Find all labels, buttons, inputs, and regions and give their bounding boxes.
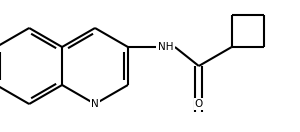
- Text: N: N: [91, 99, 99, 109]
- Text: O: O: [195, 99, 203, 109]
- Text: NH: NH: [158, 42, 174, 52]
